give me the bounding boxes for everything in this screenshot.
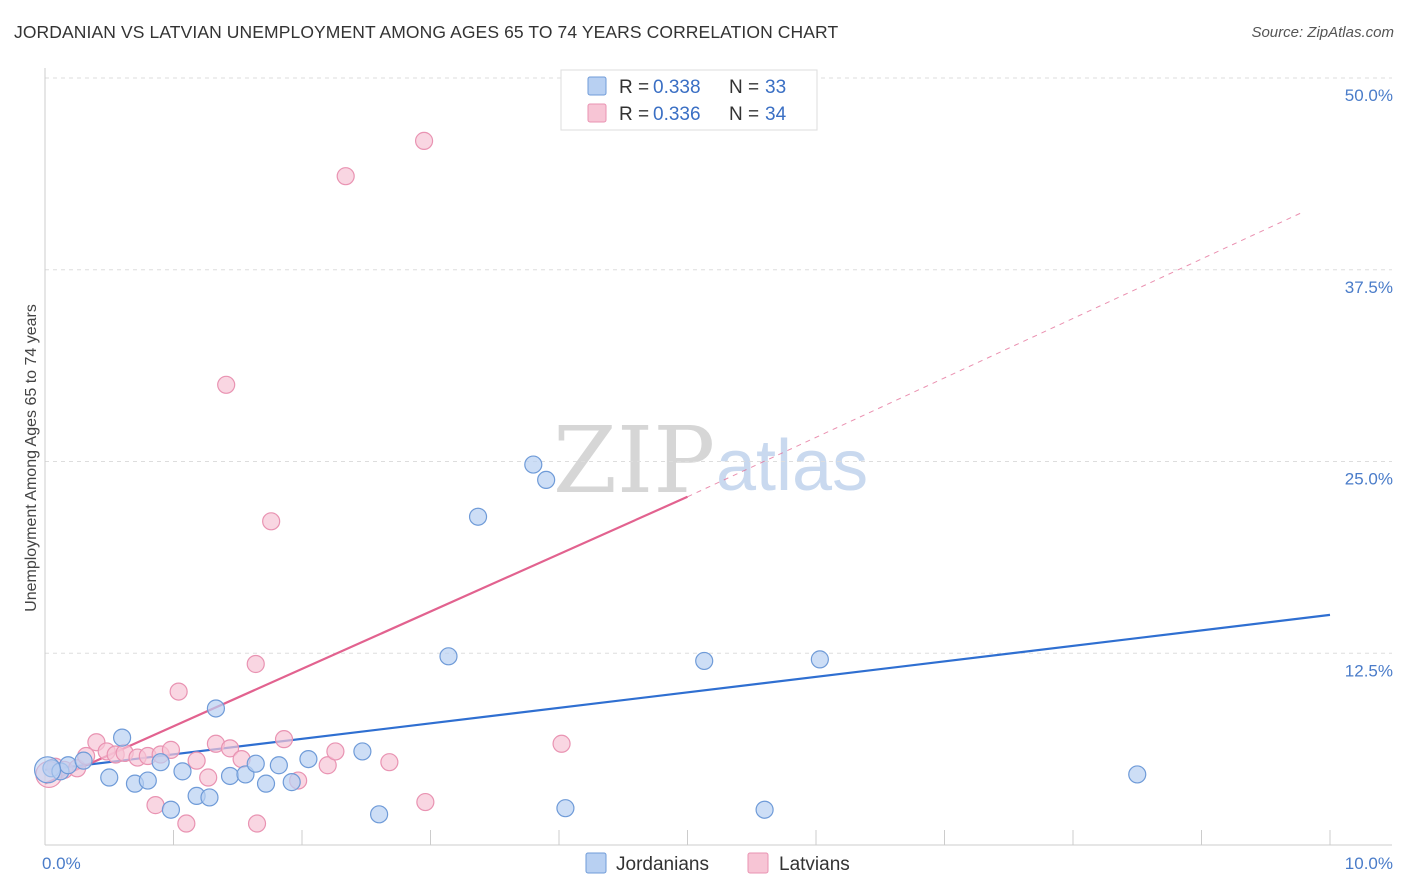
point-jordanians-25 xyxy=(524,455,543,474)
bottom-legend-swatch-jordanians[interactable] xyxy=(585,852,607,874)
trend-line-latvians xyxy=(44,495,688,785)
point-jordanians-28 xyxy=(695,651,714,671)
legend-r-label-latvians: R = xyxy=(619,104,649,125)
axes xyxy=(44,68,1392,846)
point-jordanians-26 xyxy=(537,470,556,490)
point-latvians-27 xyxy=(326,742,345,761)
point-jordanians-12 xyxy=(200,788,219,807)
point-jordanians-9 xyxy=(161,800,181,819)
x-tick-label-1: 10.0% xyxy=(1345,854,1393,873)
legend-n-label-latvians: N = xyxy=(729,104,759,125)
watermark-zip: ZIP xyxy=(553,407,715,514)
point-jordanians-20 xyxy=(299,749,318,769)
point-latvians-16 xyxy=(199,768,218,787)
y-axis-label: Unemployment Among Ages 65 to 74 years xyxy=(23,304,40,612)
point-latvians-30 xyxy=(414,131,434,150)
point-jordanians-7 xyxy=(138,771,157,790)
point-latvians-24 xyxy=(274,730,294,749)
trend-line-jordanians xyxy=(44,613,1331,771)
legend-r-label-jordanians: R = xyxy=(619,77,649,98)
point-jordanians-29 xyxy=(755,800,774,819)
data-points xyxy=(33,131,1147,833)
x-tick-label-0: 0.0% xyxy=(42,854,81,873)
point-jordanians-16 xyxy=(246,754,265,773)
y-tick-label-1: 25.0% xyxy=(1345,470,1393,489)
gridlines xyxy=(45,77,1392,654)
point-latvians-29 xyxy=(380,753,399,772)
legend-n-value-jordanians: 33 xyxy=(765,77,786,98)
point-jordanians-3 xyxy=(74,751,93,770)
legend-swatch-jordanians xyxy=(587,76,607,96)
legend-r-value-jordanians: 0.338 xyxy=(653,77,701,98)
point-jordanians-22 xyxy=(370,805,389,824)
top-legend[interactable]: R = 0.338 N = 33 R = 0.336 N = 34 xyxy=(560,69,818,131)
point-jordanians-17 xyxy=(256,774,276,793)
point-latvians-12 xyxy=(161,740,181,759)
point-latvians-21 xyxy=(246,654,265,674)
y-tick-label-2: 37.5% xyxy=(1345,278,1393,297)
point-latvians-19 xyxy=(220,739,240,758)
bottom-legend-label-latvians[interactable]: Latvians xyxy=(779,854,850,875)
legend-r-value-latvians: 0.336 xyxy=(653,104,701,125)
y-tick-label-3: 50.0% xyxy=(1345,86,1393,105)
point-latvians-14 xyxy=(177,814,196,833)
bottom-legend-swatch-latvians[interactable] xyxy=(747,852,769,874)
source-attribution: Source: ZipAtlas.com xyxy=(1251,24,1394,41)
point-jordanians-31 xyxy=(1128,765,1147,784)
chart-title: JORDANIAN VS LATVIAN UNEMPLOYMENT AMONG … xyxy=(14,22,839,42)
watermark-atlas: atlas xyxy=(716,426,868,506)
point-jordanians-2 xyxy=(59,756,78,775)
point-latvians-15 xyxy=(187,751,206,770)
point-latvians-23 xyxy=(262,512,281,531)
point-jordanians-8 xyxy=(151,753,170,772)
point-jordanians-19 xyxy=(282,773,301,792)
point-latvians-32 xyxy=(552,734,571,753)
point-latvians-31 xyxy=(416,792,435,812)
trend-lines xyxy=(44,211,1331,785)
point-jordanians-18 xyxy=(269,756,288,775)
point-jordanians-27 xyxy=(556,799,575,818)
point-jordanians-32 xyxy=(33,756,62,784)
point-latvians-22 xyxy=(247,814,267,833)
point-jordanians-30 xyxy=(810,650,829,669)
bottom-legend[interactable]: Jordanians Latvians xyxy=(585,852,850,875)
legend-swatch-latvians xyxy=(587,103,607,123)
point-jordanians-24 xyxy=(468,507,488,526)
point-latvians-26 xyxy=(318,756,337,775)
point-latvians-28 xyxy=(336,167,355,186)
point-latvians-18 xyxy=(217,375,236,394)
y-tick-label-0: 12.5% xyxy=(1345,661,1393,680)
legend-n-label-jordanians: N = xyxy=(729,77,759,98)
point-jordanians-4 xyxy=(100,768,119,787)
tick-labels: 12.5% 25.0% 37.5% 50.0% 0.0% 10.0% xyxy=(42,86,1393,873)
point-jordanians-5 xyxy=(112,728,132,747)
point-latvians-13 xyxy=(169,682,188,701)
point-jordanians-23 xyxy=(439,647,458,666)
point-jordanians-10 xyxy=(173,762,192,781)
trend-line-latvians-extension xyxy=(687,211,1305,498)
legend-n-value-latvians: 34 xyxy=(765,104,787,125)
point-jordanians-14 xyxy=(220,766,240,786)
point-latvians-10 xyxy=(146,796,165,815)
point-jordanians-13 xyxy=(206,699,226,718)
bottom-legend-label-jordanians[interactable]: Jordanians xyxy=(616,854,709,875)
point-jordanians-21 xyxy=(353,742,372,761)
